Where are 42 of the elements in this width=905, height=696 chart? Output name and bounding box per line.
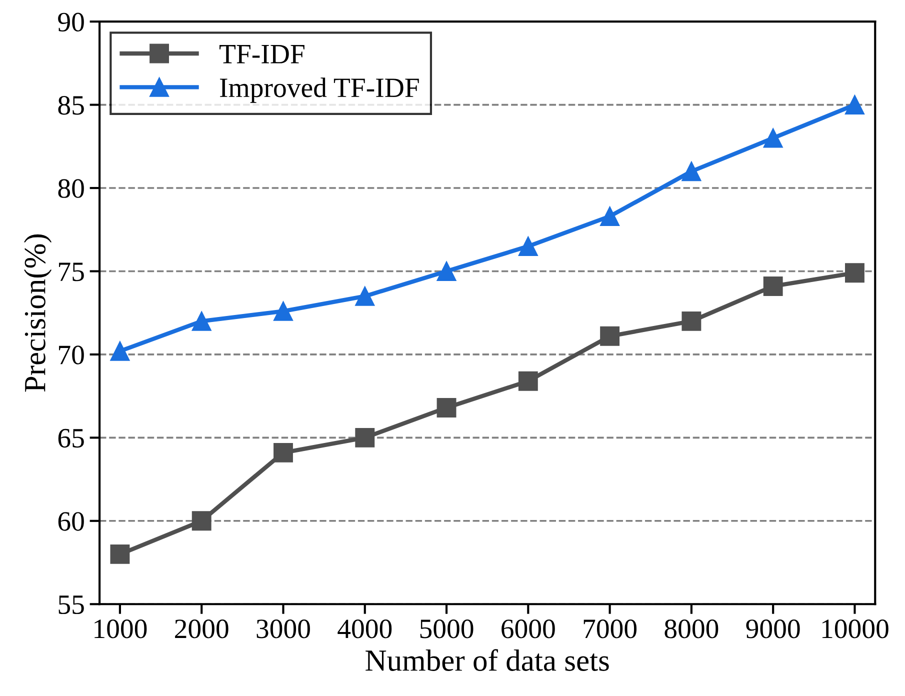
point [763, 128, 783, 148]
y-tick-label: 90 [58, 12, 84, 32]
y-tick-label: 85 [58, 96, 84, 115]
y-tick-label: 75 [59, 262, 84, 282]
x-tick-label: 10000 [822, 620, 888, 638]
x-tick-label: 9000 [746, 620, 800, 638]
y-tick-label: 65 [58, 428, 84, 448]
x-tick-label: 7000 [584, 620, 637, 638]
y-axis-title: Precision(%) [24, 234, 52, 392]
x-tick-label: 4000 [338, 620, 392, 638]
y-tick-label: 80 [58, 179, 84, 198]
y-tick-label: 70 [59, 346, 84, 364]
point [436, 262, 456, 281]
point [763, 276, 783, 296]
x-tick-label: 1000 [94, 620, 147, 638]
point [192, 311, 212, 331]
y-tick-label: 55 [58, 596, 84, 614]
point [355, 286, 375, 306]
x-tick-label: 2000 [175, 620, 228, 638]
point [274, 301, 293, 321]
point [436, 398, 456, 418]
point [845, 95, 864, 115]
point [600, 326, 620, 346]
legend-label: Improved TF-IDF [220, 78, 419, 103]
point [274, 442, 293, 462]
point [845, 263, 864, 283]
x-tick-label: 3000 [256, 620, 310, 638]
point [355, 428, 375, 448]
x-tick-label: 5000 [420, 620, 474, 638]
point [110, 341, 130, 361]
x-tick-label: 6000 [502, 620, 555, 638]
point [110, 544, 130, 564]
point [682, 162, 702, 182]
x-axis-title: Number of data sets [366, 649, 609, 671]
point [600, 206, 620, 226]
y-tick-label: 60 [58, 512, 84, 531]
x-tick-label: 8000 [664, 620, 718, 638]
point [518, 371, 538, 391]
point [682, 311, 702, 331]
point [192, 511, 212, 531]
legend-label: TF-IDF [220, 45, 304, 64]
point [518, 236, 538, 256]
